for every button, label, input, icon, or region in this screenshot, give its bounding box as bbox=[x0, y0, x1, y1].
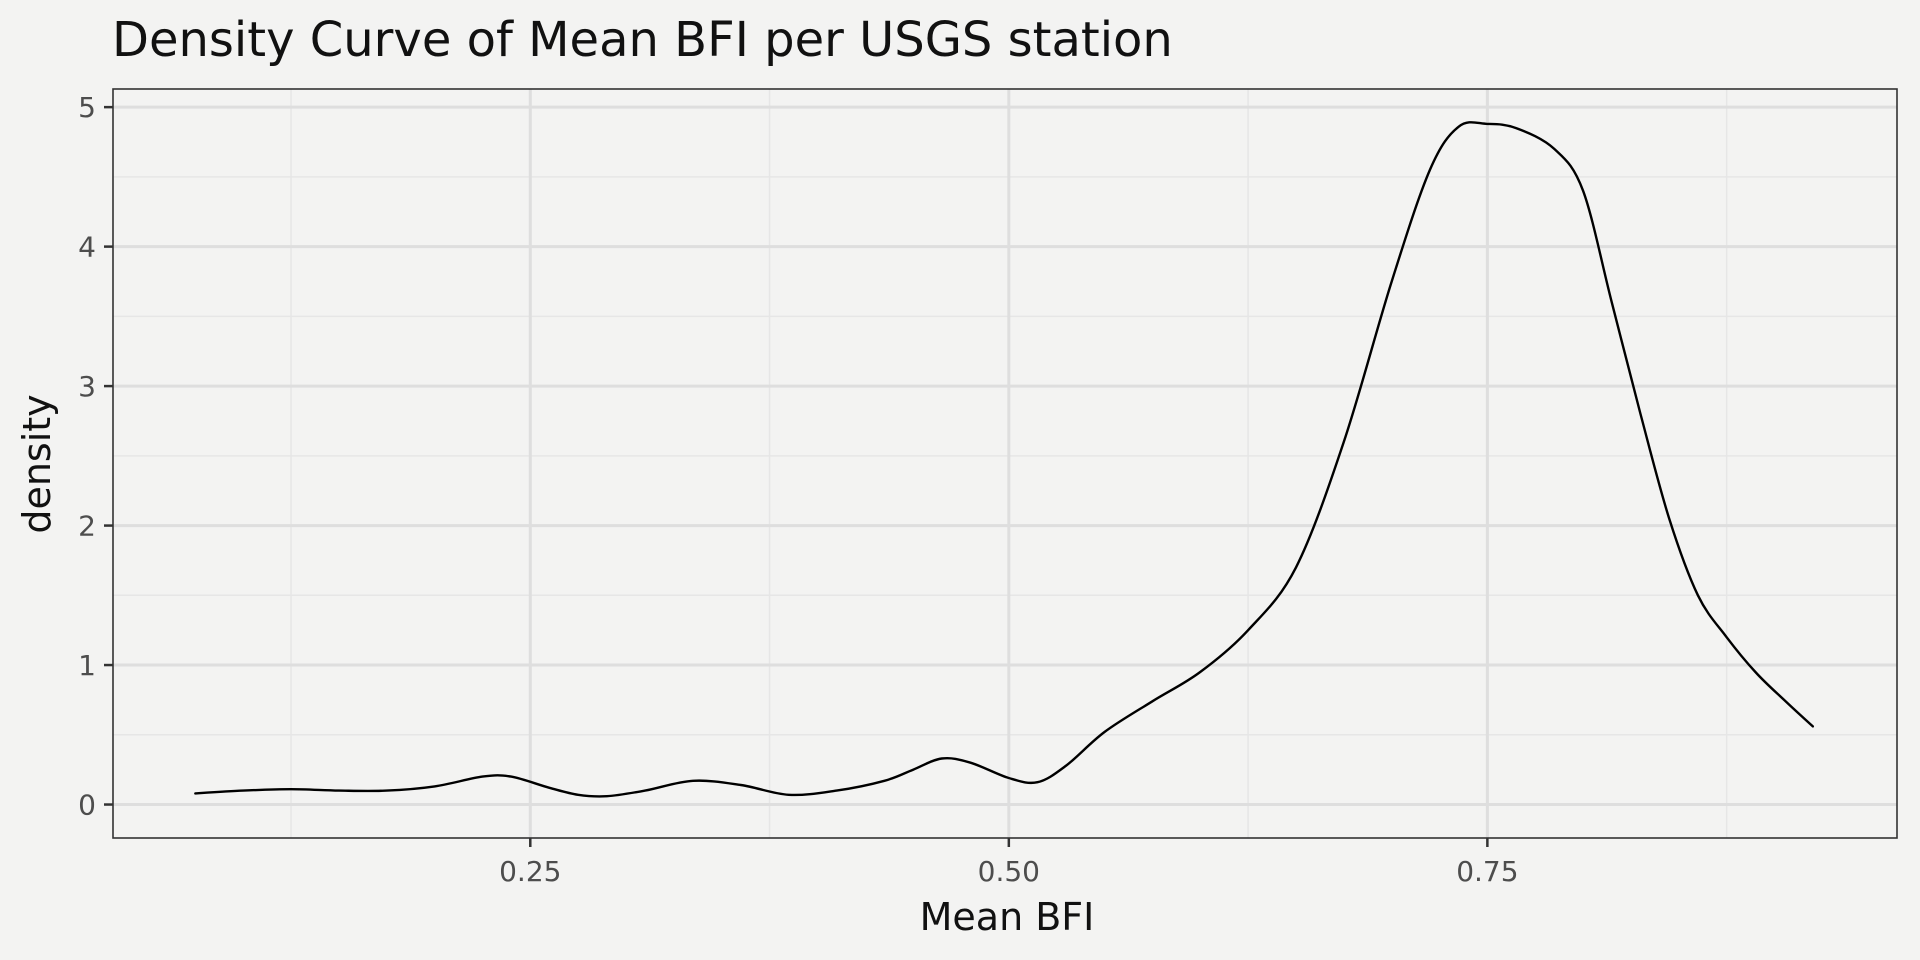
y-tick-label: 1 bbox=[78, 649, 96, 682]
x-tick-label: 0.75 bbox=[1456, 855, 1518, 888]
y-axis-ticks: 0 1 2 3 4 5 bbox=[78, 91, 113, 822]
plot-panel bbox=[113, 89, 1897, 838]
panel-border bbox=[112, 88, 1898, 839]
y-axis-title: density bbox=[15, 394, 59, 533]
chart-title: Density Curve of Mean BFI per USGS stati… bbox=[112, 12, 1173, 68]
minor-gridlines bbox=[113, 89, 1897, 838]
density-curve bbox=[194, 121, 1814, 798]
x-axis-ticks: 0.25 0.50 0.75 bbox=[499, 838, 1519, 888]
y-tick-label: 2 bbox=[78, 510, 96, 543]
y-tick-label: 5 bbox=[78, 91, 96, 124]
y-tick-label: 0 bbox=[78, 789, 96, 822]
y-tick-label: 3 bbox=[78, 370, 96, 403]
x-tick-label: 0.50 bbox=[978, 855, 1040, 888]
x-tick-label: 0.25 bbox=[499, 855, 561, 888]
major-gridlines bbox=[113, 89, 1897, 838]
y-tick-label: 4 bbox=[78, 231, 96, 264]
x-axis-title: Mean BFI bbox=[920, 895, 1095, 939]
